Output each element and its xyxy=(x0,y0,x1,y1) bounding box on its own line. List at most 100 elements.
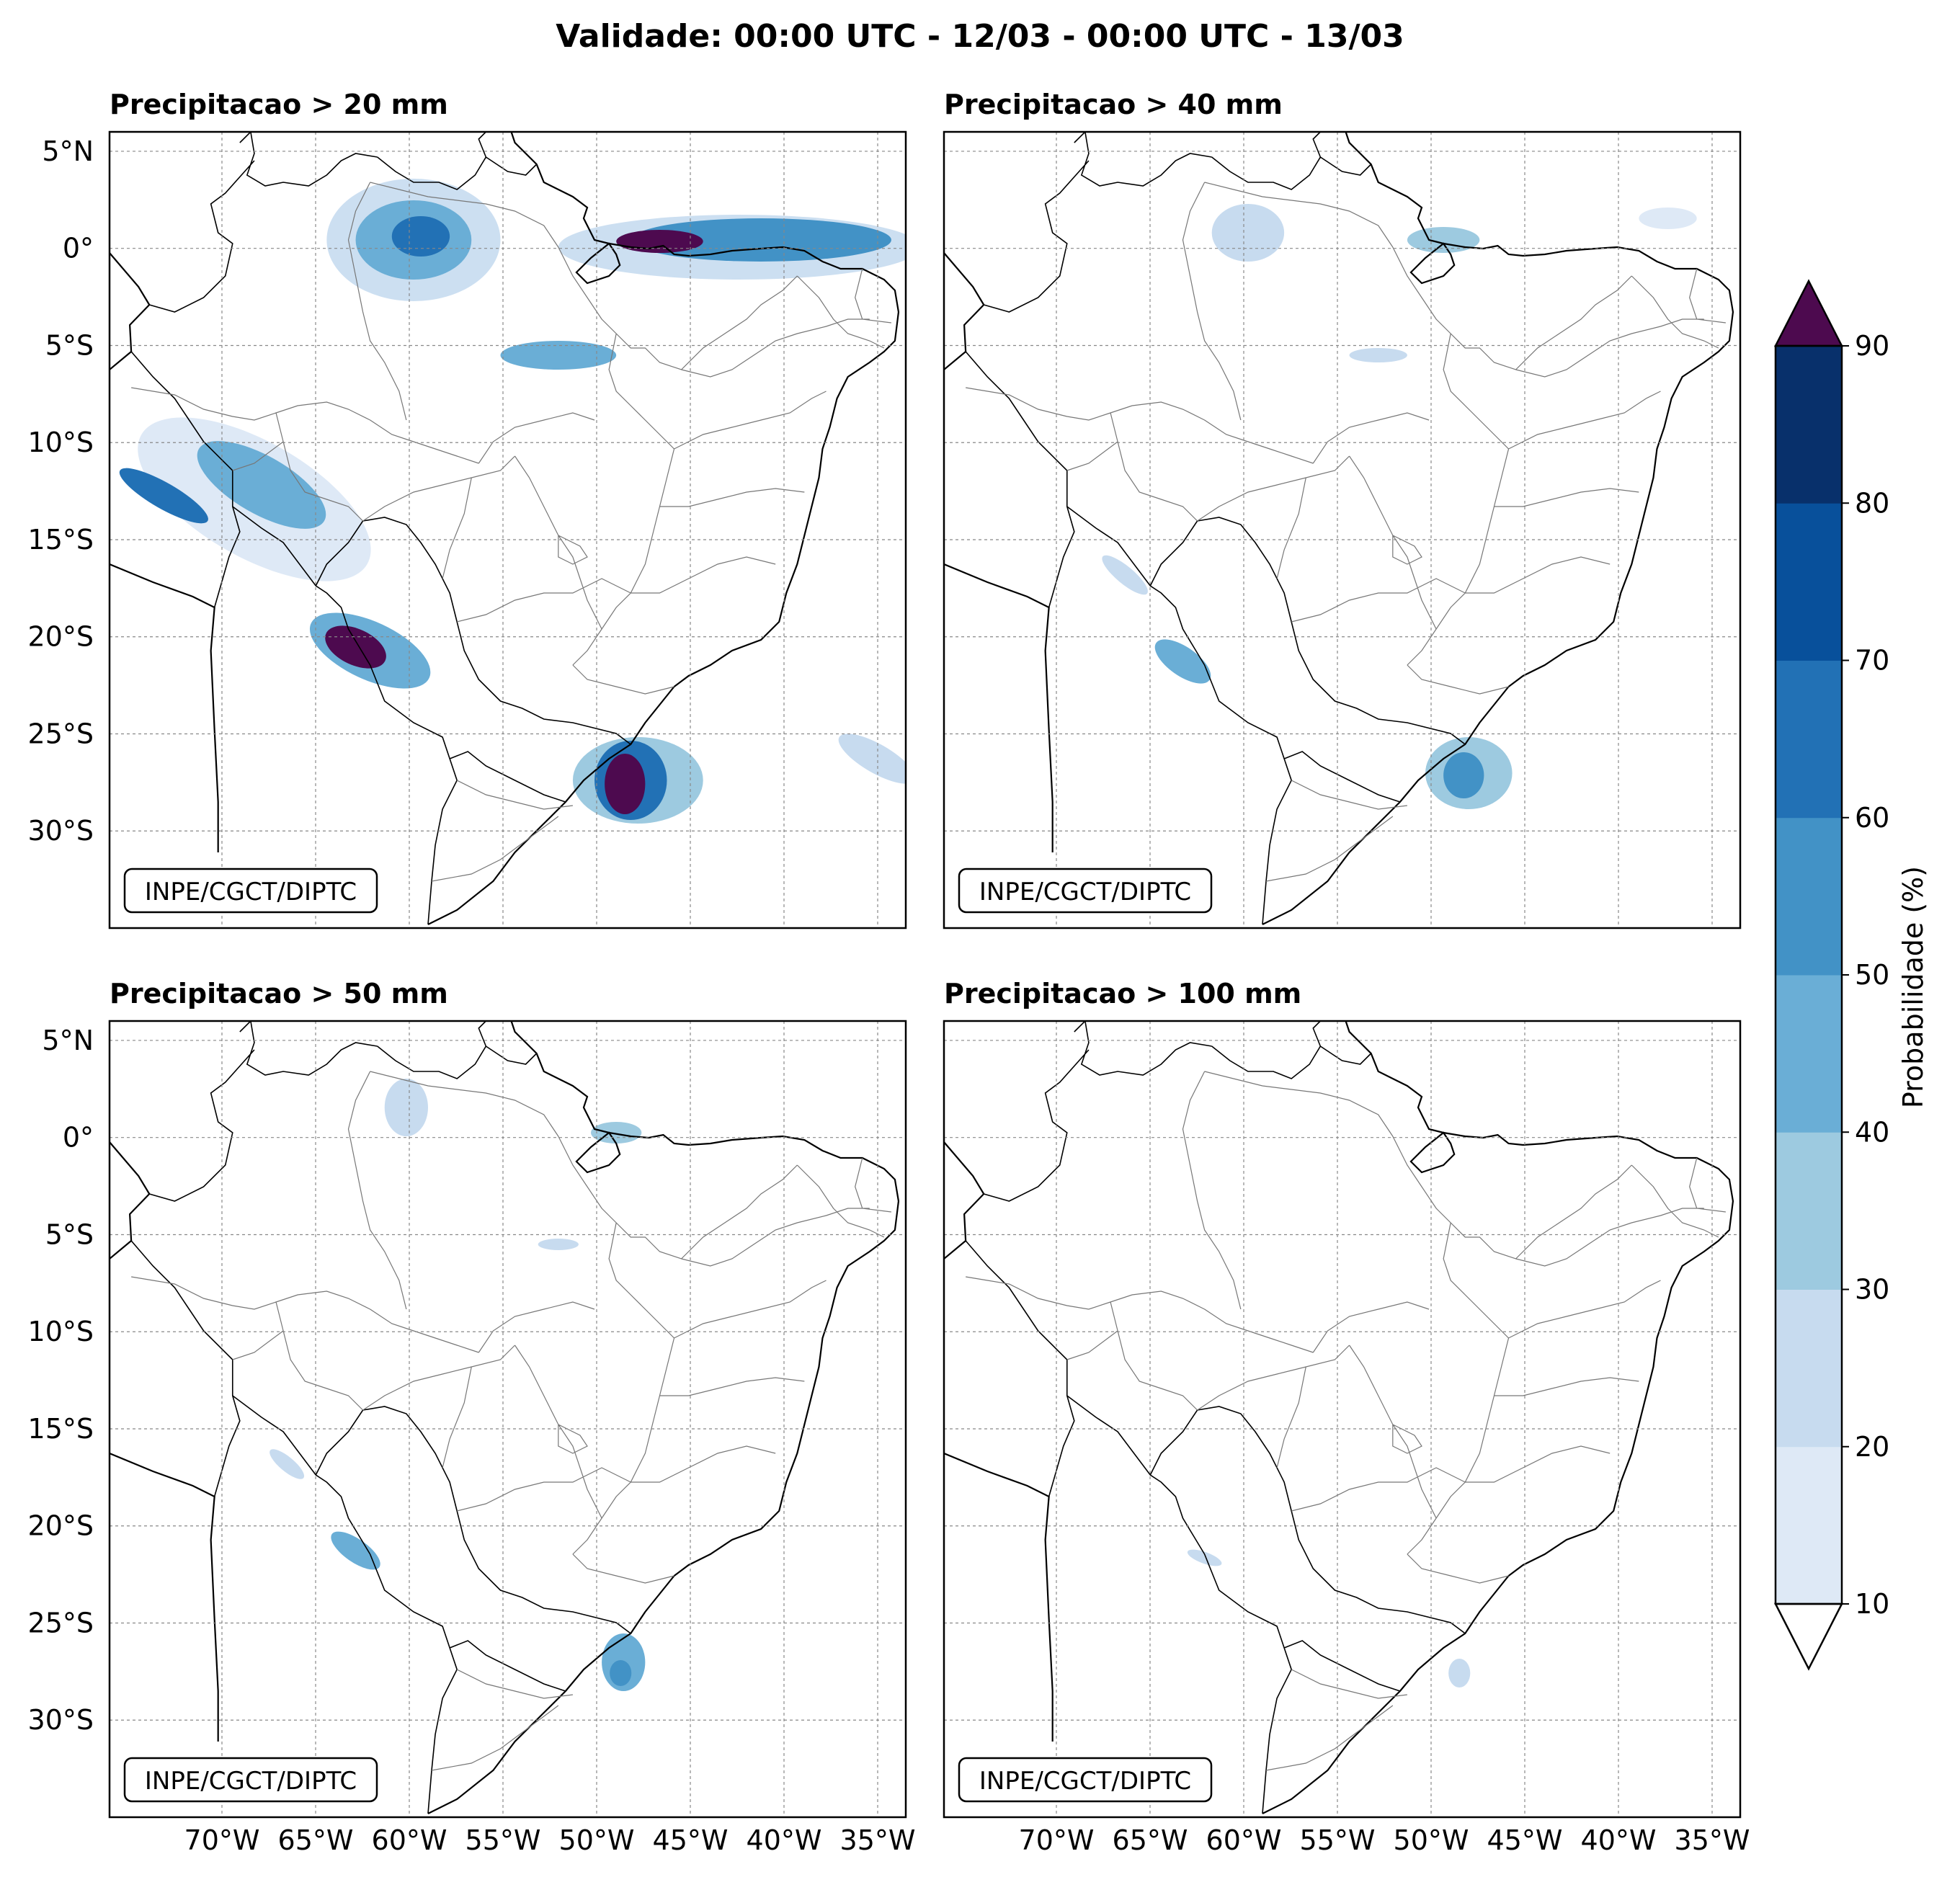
colorbar-bin xyxy=(1776,817,1842,976)
precip-blob xyxy=(1407,227,1480,253)
lat-labels-top: 5°N 0° 5°S 10°S 15°S 20°S 25°S 30°S xyxy=(28,135,94,847)
precip-blob xyxy=(538,1239,579,1250)
lon-labels-left: 70°W 65°W 60°W 55°W 50°W 45°W 40°W 35°W xyxy=(184,1824,916,1856)
panel-2-frame xyxy=(943,130,1742,929)
panel-1-map xyxy=(110,132,906,924)
colorbar-tick-label: 10 xyxy=(1855,1588,1889,1620)
panel-2-credit: INPE/CGCT/DIPTC xyxy=(979,878,1191,906)
lon-tick-label: 35°W xyxy=(840,1824,916,1856)
colorbar-tick-label: 40 xyxy=(1855,1116,1889,1148)
panel-2-precip xyxy=(1102,204,1697,809)
lat-tick-label: 20°S xyxy=(28,621,94,653)
lat-tick-label: 5°S xyxy=(45,1218,94,1250)
lon-tick-label: 45°W xyxy=(1487,1824,1563,1856)
precip-blob xyxy=(331,1531,380,1570)
lon-tick-label: 45°W xyxy=(653,1824,729,1856)
panel-3: Precipitacao > 50 mm INPE/CGCT/DIPTC xyxy=(108,978,907,1819)
precip-blob xyxy=(119,468,208,524)
colorbar-tick-label: 50 xyxy=(1855,959,1889,991)
colorbar-bin xyxy=(1776,1289,1842,1448)
lat-tick-label: 15°S xyxy=(28,524,94,556)
panel-1: Precipitacao > 20 mm xyxy=(108,89,907,929)
precip-blob xyxy=(1443,752,1484,798)
lon-tick-label: 50°W xyxy=(559,1824,635,1856)
panel-3-credit-box: INPE/CGCT/DIPTC xyxy=(123,1757,378,1803)
panel-1-credit-box: INPE/CGCT/DIPTC xyxy=(123,868,378,914)
panel-3-basemap xyxy=(110,1021,899,1814)
lat-tick-label: 5°S xyxy=(45,329,94,361)
precip-blob xyxy=(384,1079,428,1136)
lat-tick-label: 25°S xyxy=(28,1607,94,1639)
precip-blob xyxy=(1639,208,1697,229)
panel-2-credit-box: INPE/CGCT/DIPTC xyxy=(958,868,1213,914)
precip-blob xyxy=(1349,348,1407,362)
precip-blob xyxy=(610,1660,632,1686)
colorbar-bins xyxy=(1776,346,1842,1605)
panel-1-precip xyxy=(119,179,906,824)
panel-3-grid xyxy=(110,1021,906,1817)
precip-blob xyxy=(500,341,617,370)
precip-blob xyxy=(605,754,646,814)
panel-3-frame xyxy=(108,1020,907,1819)
panel-1-grid xyxy=(110,132,906,928)
lon-tick-label: 70°W xyxy=(1019,1824,1095,1856)
panel-4-credit: INPE/CGCT/DIPTC xyxy=(979,1767,1191,1796)
lat-tick-label: 30°S xyxy=(28,1704,94,1736)
precip-blob xyxy=(270,1449,305,1479)
colorbar-ticks: 10 20 30 40 50 60 70 80 90 xyxy=(1842,330,1889,1620)
lat-tick-label: 25°S xyxy=(28,718,94,749)
panel-2-basemap xyxy=(944,132,1733,924)
lon-labels-right: 70°W 65°W 60°W 55°W 50°W 45°W 40°W 35°W xyxy=(1019,1824,1750,1856)
panel-3-map xyxy=(110,1021,899,1814)
precip-blob xyxy=(391,216,450,257)
precip-blob xyxy=(591,1122,642,1143)
figure-title: Validade: 00:00 UTC - 12/03 - 00:00 UTC … xyxy=(556,18,1404,55)
colorbar-tick-label: 20 xyxy=(1855,1431,1889,1463)
colorbar-tick-label: 70 xyxy=(1855,645,1889,677)
lon-tick-label: 55°W xyxy=(466,1824,541,1856)
colorbar-tick-label: 80 xyxy=(1855,487,1889,519)
colorbar-tick-label: 60 xyxy=(1855,802,1889,834)
colorbar-tick-label: 30 xyxy=(1855,1274,1889,1306)
lat-tick-label: 10°S xyxy=(28,427,94,458)
colorbar-bin xyxy=(1776,660,1842,819)
panel-1-credit: INPE/CGCT/DIPTC xyxy=(145,878,357,906)
colorbar-bin xyxy=(1776,346,1842,504)
colorbar-label: Probabilidade (%) xyxy=(1897,866,1929,1108)
panel-3-title: Precipitacao > 50 mm xyxy=(110,978,448,1009)
lon-tick-label: 60°W xyxy=(1206,1824,1282,1856)
panel-4: Precipitacao > 100 mm INPE/CGCT/DIPTC xyxy=(943,978,1742,1819)
panel-1-frame xyxy=(108,130,907,929)
panel-3-precip xyxy=(270,1079,646,1691)
colorbar-over-triangle xyxy=(1773,279,1844,347)
panel-4-grid xyxy=(944,1021,1740,1817)
lon-tick-label: 65°W xyxy=(278,1824,354,1856)
lon-tick-label: 70°W xyxy=(184,1824,260,1856)
lon-tick-label: 50°W xyxy=(1394,1824,1469,1856)
precip-blob xyxy=(1102,555,1148,595)
lat-tick-label: 5°N xyxy=(42,135,94,167)
colorbar-under-triangle xyxy=(1773,1602,1844,1671)
colorbar-bin xyxy=(1776,1132,1842,1290)
lon-tick-label: 35°W xyxy=(1675,1824,1750,1856)
lon-tick-label: 55°W xyxy=(1300,1824,1376,1856)
colorbar-bin xyxy=(1776,975,1842,1133)
precip-blob xyxy=(631,218,891,262)
panel-4-frame xyxy=(943,1020,1742,1819)
lon-tick-label: 60°W xyxy=(372,1824,447,1856)
precip-blob xyxy=(1211,204,1285,262)
precip-blob xyxy=(838,734,906,784)
lat-labels-bottom: 5°N 0° 5°S 10°S 15°S 20°S 25°S 30°S xyxy=(28,1025,94,1736)
panel-2-title: Precipitacao > 40 mm xyxy=(944,89,1283,120)
panel-3-credit: INPE/CGCT/DIPTC xyxy=(145,1767,357,1796)
lon-tick-label: 65°W xyxy=(1113,1824,1188,1856)
lat-tick-label: 30°S xyxy=(28,815,94,847)
lat-tick-label: 15°S xyxy=(28,1413,94,1445)
lat-tick-label: 0° xyxy=(63,1122,94,1154)
colorbar-tick-label: 90 xyxy=(1855,330,1889,362)
panel-4-precip xyxy=(1187,1549,1471,1687)
lat-tick-label: 5°N xyxy=(42,1025,94,1056)
lon-tick-label: 40°W xyxy=(1581,1824,1657,1856)
lon-tick-label: 40°W xyxy=(747,1824,822,1856)
